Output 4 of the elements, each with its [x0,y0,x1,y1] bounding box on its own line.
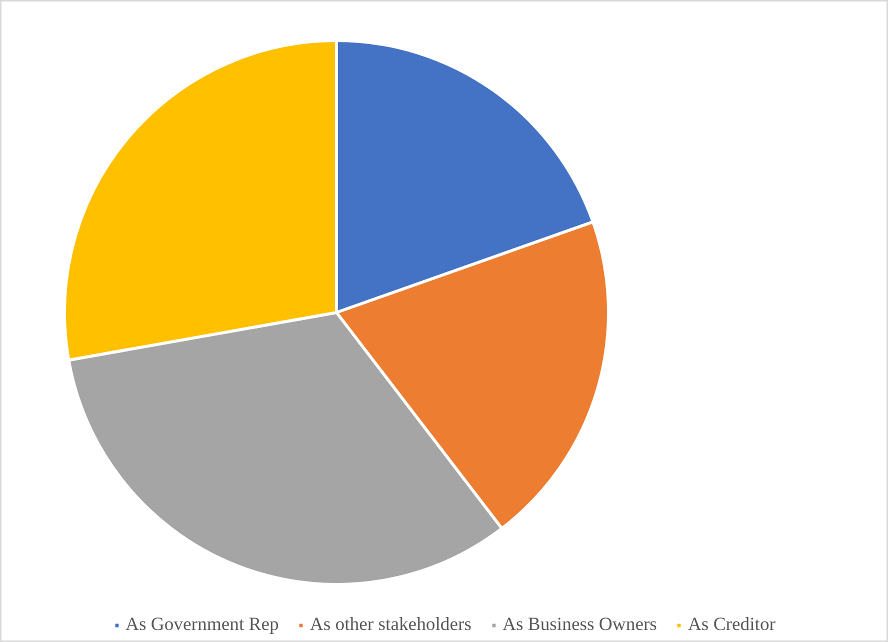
legend-label: As other stakeholders [310,614,472,636]
legend-label: As Business Owners [502,614,657,636]
legend-label: As Government Rep [125,614,279,636]
legend-label: As Creditor [688,614,776,636]
